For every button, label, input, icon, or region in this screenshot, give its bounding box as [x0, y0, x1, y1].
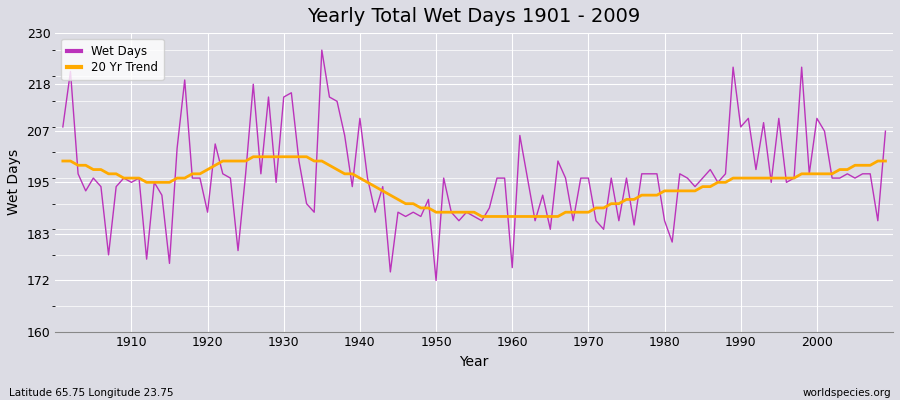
20 Yr Trend [293, 154, 304, 159]
20 Yr Trend [614, 201, 625, 206]
Text: worldspecies.org: worldspecies.org [803, 388, 891, 398]
Wet Days [119, 176, 130, 180]
Wet Days [431, 278, 442, 283]
20 Yr Trend [880, 159, 891, 164]
Legend: Wet Days, 20 Yr Trend: Wet Days, 20 Yr Trend [61, 39, 164, 80]
20 Yr Trend [515, 214, 526, 219]
Wet Days [522, 176, 533, 180]
20 Yr Trend [119, 176, 130, 180]
Wet Days [286, 90, 297, 95]
Wet Days [58, 124, 68, 129]
Line: 20 Yr Trend: 20 Yr Trend [63, 157, 886, 216]
Wet Days [515, 133, 526, 138]
Wet Days [880, 129, 891, 134]
20 Yr Trend [522, 214, 533, 219]
Text: Latitude 65.75 Longitude 23.75: Latitude 65.75 Longitude 23.75 [9, 388, 174, 398]
Wet Days [317, 48, 328, 52]
20 Yr Trend [339, 172, 350, 176]
Line: Wet Days: Wet Days [63, 50, 886, 280]
Title: Yearly Total Wet Days 1901 - 2009: Yearly Total Wet Days 1901 - 2009 [308, 7, 641, 26]
20 Yr Trend [476, 214, 487, 219]
Y-axis label: Wet Days: Wet Days [7, 149, 21, 216]
Wet Days [614, 218, 625, 223]
X-axis label: Year: Year [460, 355, 489, 369]
20 Yr Trend [248, 154, 258, 159]
20 Yr Trend [58, 159, 68, 164]
Wet Days [339, 133, 350, 138]
